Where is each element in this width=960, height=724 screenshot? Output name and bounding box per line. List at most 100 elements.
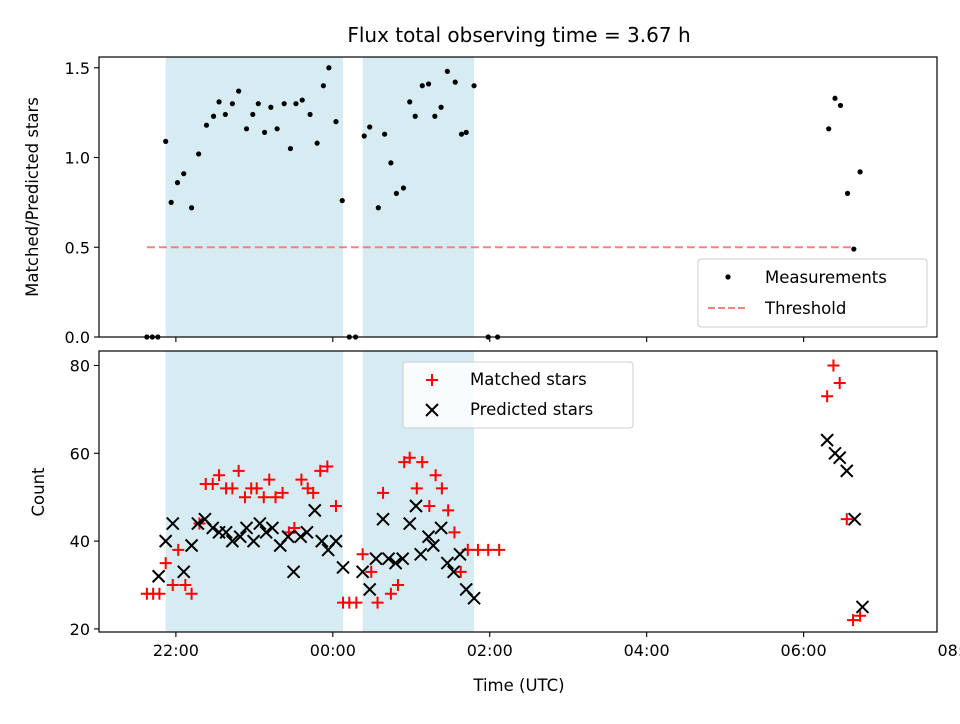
measurement-point — [229, 101, 235, 107]
predicted-star-point — [362, 582, 377, 597]
matched-star-point — [356, 548, 369, 561]
matched-star-point — [269, 491, 282, 504]
measurement-point — [412, 113, 418, 119]
predicted-star-point — [300, 525, 314, 540]
measurement-point — [857, 169, 863, 175]
predicted-star-point — [446, 565, 461, 579]
predicted-star-point — [177, 565, 191, 579]
matched-star-point — [482, 543, 495, 556]
x-tick-label: 02:00 — [467, 641, 513, 660]
measurement-point — [222, 111, 228, 118]
matched-star-point — [172, 543, 185, 556]
measurement-point — [375, 205, 381, 211]
matched-star-point — [213, 469, 226, 482]
measurement-point — [203, 122, 210, 128]
x-tick-label: 00:00 — [310, 641, 356, 660]
predicted-star-point — [440, 556, 455, 570]
y-tick-label: 20 — [70, 620, 90, 639]
matched-star-point — [276, 486, 289, 499]
predicted-star-point — [381, 551, 396, 566]
measurement-point — [188, 205, 195, 211]
predicted-star-point — [286, 565, 301, 579]
matched-star-point — [833, 377, 846, 390]
predicted-star-point — [259, 525, 273, 540]
predicted-star-point — [151, 569, 166, 583]
matched-star-point — [854, 609, 867, 622]
x-tick-label: 06:00 — [781, 641, 827, 660]
x-tick-label: 04:00 — [624, 641, 670, 660]
matched-star-point — [403, 451, 416, 464]
measurement-point — [851, 246, 857, 252]
x-axis-label: Time (UTC) — [472, 676, 564, 695]
measurement-point — [837, 102, 844, 109]
measurement-point — [236, 88, 242, 94]
predicted-star-point — [369, 551, 383, 566]
measurement-point — [314, 140, 320, 146]
predicted-star-point — [158, 534, 173, 548]
measurement-point — [333, 119, 339, 125]
y-tick-label: 0.0 — [65, 328, 90, 347]
predicted-star-point — [329, 534, 343, 548]
matched-star-point — [257, 491, 270, 504]
measurement-point — [419, 83, 425, 89]
measurement-point — [432, 113, 438, 119]
measurement-point — [438, 104, 444, 110]
measurement-point — [463, 129, 469, 135]
top-legend: Measurements Threshold — [697, 258, 928, 328]
matched-star-point — [391, 579, 404, 592]
measurement-point — [196, 151, 202, 157]
measurement-point — [393, 190, 399, 197]
matched-star-point — [847, 614, 860, 627]
matched-star-point — [350, 596, 363, 609]
predicted-star-point — [315, 534, 329, 548]
measurement-point — [367, 124, 373, 130]
measurement-point — [452, 79, 458, 85]
bottom-x-ticks: 22:00 00:00 02:00 04:00 06:00 08:00 — [153, 632, 960, 660]
legend-matched-marker — [426, 374, 438, 386]
matched-star-point — [179, 579, 192, 592]
predicted-star-point — [206, 521, 220, 535]
predicted-star-point — [265, 521, 280, 535]
matched-star-point — [295, 473, 308, 486]
measurement-point — [425, 81, 432, 87]
y-tick-label: 40 — [70, 532, 90, 551]
predicted-star-point — [184, 538, 199, 553]
measurement-point — [388, 160, 394, 166]
matched-star-point — [307, 486, 320, 499]
top-plot-frame — [98, 56, 938, 338]
predicted-star-point — [253, 516, 267, 531]
predicted-star-point — [166, 516, 180, 531]
predicted-star-point — [233, 530, 247, 544]
predicted-star-point — [355, 565, 370, 579]
predicted-star-point — [403, 516, 417, 531]
measurement-point — [339, 197, 345, 204]
predicted-star-point — [409, 499, 423, 513]
measurement-point — [174, 180, 181, 186]
matched-star-point — [238, 491, 251, 504]
measurement-point — [444, 68, 450, 74]
predicted-star-point — [421, 530, 436, 544]
y-tick-label: 0.5 — [65, 238, 90, 257]
measurement-point — [168, 199, 174, 205]
matched-star-point — [185, 587, 198, 600]
measurement-point — [400, 185, 407, 191]
x-tick-label: 08:00 — [937, 641, 960, 660]
x-tick-label: 22:00 — [153, 641, 199, 660]
matched-star-point — [377, 486, 390, 499]
measurement-point — [361, 133, 367, 139]
legend-measurement-marker — [725, 274, 731, 280]
top-observing-spans — [165, 57, 475, 337]
predicted-star-point — [225, 534, 240, 548]
predicted-star-point — [395, 551, 410, 566]
measurement-point — [307, 111, 313, 118]
matched-star-point — [454, 565, 467, 578]
measurement-point — [250, 111, 256, 118]
measurement-point — [844, 190, 851, 197]
matched-star-point — [288, 521, 301, 534]
measurement-point — [471, 83, 477, 89]
measurement-point — [458, 131, 465, 137]
measurement-point — [261, 129, 268, 135]
